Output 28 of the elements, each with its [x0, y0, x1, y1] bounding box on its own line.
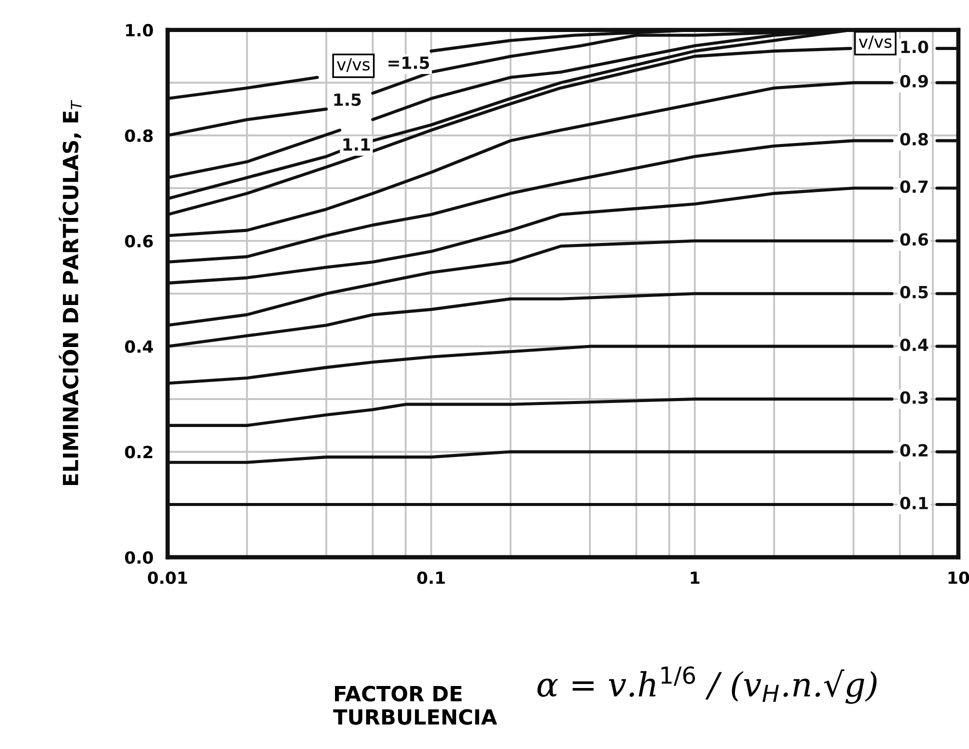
series-label: 0.3 — [900, 391, 928, 404]
series-label: 0.2 — [900, 444, 928, 457]
series-label: 0.8 — [900, 132, 928, 146]
y-tick-label: 0.2 — [125, 446, 152, 458]
series-label: 1.0 — [901, 40, 928, 54]
series-label: 0.9 — [900, 74, 928, 88]
series-label: 0.7 — [900, 180, 928, 193]
annotation: v/vs — [858, 36, 892, 50]
series-label: =1.5 — [388, 56, 430, 70]
y-tick-label: 0.8 — [125, 129, 153, 142]
y-tick-label: 0.0 — [125, 551, 153, 564]
y-axis-title: ELIMINACIÓN DE PARTÍCULAS, E$_{T}$ — [58, 100, 82, 486]
y-tick-label: 0.6 — [125, 234, 153, 248]
series-label: 1.5 — [334, 94, 361, 106]
series-label: 0.5 — [900, 286, 928, 298]
series-label: 1.1 — [343, 138, 370, 151]
x-tick-label: 0.1 — [417, 571, 445, 584]
series-label: 0.6 — [900, 233, 928, 246]
text: α = v.h$^{1/6}$ / (v$_{H}$.n.√g) — [537, 666, 877, 704]
series-label: 0.4 — [900, 338, 928, 352]
x-axis-title: FACTOR DE TURBULENCIA — [333, 686, 498, 725]
y-tick-label: 0.4 — [125, 340, 153, 353]
x-tick-label: 1 — [690, 572, 700, 584]
y-tick-label: 1.0 — [126, 24, 153, 37]
annotation: v/vs — [336, 58, 370, 72]
series-label: 0.1 — [900, 496, 928, 510]
x-tick-label: 0.01 — [148, 571, 188, 584]
x-tick-label: 10 — [948, 571, 969, 584]
